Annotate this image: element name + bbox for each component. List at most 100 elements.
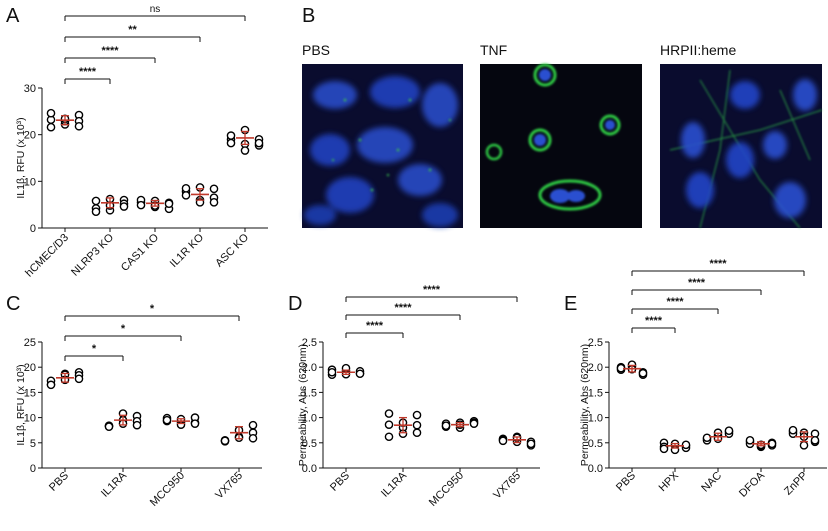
data-point	[190, 419, 200, 428]
data-point	[526, 439, 536, 449]
significance-label: *	[121, 323, 126, 335]
data-point	[209, 198, 219, 207]
y-tick-label: 0.0	[588, 463, 603, 475]
data-point	[638, 368, 648, 378]
data-point	[162, 415, 172, 425]
y-tick-label: 1.0	[302, 413, 317, 425]
data-point	[254, 138, 264, 148]
data-point	[240, 146, 250, 155]
x-tick-label: VX765	[213, 470, 245, 502]
significance-label: ns	[150, 4, 161, 15]
y-tick-label: 0	[30, 463, 36, 475]
x-tick-label: PBS	[328, 470, 352, 494]
data-point	[226, 138, 236, 148]
data-point	[799, 441, 809, 450]
y-tick-label: 2.0	[302, 362, 317, 374]
data-point	[412, 410, 422, 420]
panel-letter-a: A	[6, 5, 20, 27]
panel-letter-c: C	[6, 293, 20, 315]
significance-label: ****	[709, 258, 727, 270]
x-tick-label: ASC KO	[213, 231, 251, 269]
y-tick-label: 15	[24, 387, 36, 399]
x-tick-label: ZnPP	[782, 470, 810, 498]
data-point	[441, 421, 451, 430]
chart-panel-c: 0 5 10 15 20 25 IL1β, RFU (x 10³) PBS IL1RA MCC95…	[15, 303, 262, 509]
x-tick-label: MCC950	[427, 470, 466, 509]
data-point	[681, 440, 691, 450]
x-tick-label: VX765	[491, 470, 523, 502]
y-tick-label: 1.5	[588, 387, 603, 399]
x-tick-label: IL1R KO	[168, 231, 207, 270]
micrograph-hrpii-heme	[660, 64, 823, 229]
x-tick-label: IL1RA	[99, 469, 130, 500]
y-axis-label: Permeability, Abs (620nm)	[579, 344, 591, 466]
data-point	[46, 122, 56, 132]
data-point	[498, 436, 508, 446]
panel-letter-d: D	[288, 293, 302, 315]
data-point	[327, 367, 337, 377]
data-point	[74, 374, 84, 384]
significance-label: ****	[688, 277, 706, 289]
significance-label: ****	[366, 320, 384, 332]
x-tick-label: HPX	[657, 469, 682, 494]
micrograph-pbs	[302, 64, 463, 228]
data-point	[724, 426, 734, 436]
data-point	[91, 207, 101, 216]
y-tick-label: 2.5	[302, 337, 317, 349]
x-tick-label: PBS	[47, 470, 71, 494]
data-point	[248, 420, 258, 430]
data-point	[181, 184, 191, 193]
data-point	[136, 200, 146, 210]
y-tick-label: 5	[30, 438, 36, 450]
data-point	[248, 433, 258, 443]
micrograph-tnf	[480, 63, 642, 228]
y-tick-label: 20	[24, 362, 36, 374]
y-tick-label: 2.5	[588, 337, 603, 349]
y-tick-label: 0	[30, 223, 36, 235]
y-tick-label: 2.0	[588, 362, 603, 374]
y-tick-label: 25	[24, 337, 36, 349]
x-tick-label: NLRP3 KO	[69, 231, 116, 278]
x-tick-label: IL1RA	[379, 469, 410, 500]
data-point	[659, 444, 669, 454]
data-point	[384, 409, 394, 418]
data-point	[384, 420, 394, 429]
x-tick-label: NAC	[699, 470, 724, 495]
significance-label: ****	[666, 296, 684, 308]
data-point	[132, 420, 142, 430]
significance-label: **	[128, 24, 137, 36]
y-tick-label: 0.0	[302, 463, 317, 475]
significance-label: *	[92, 343, 97, 355]
significance-label: *	[150, 303, 155, 315]
panel-b-images: PBS TNF HRPII:heme	[302, 42, 823, 229]
image-label-hrpii-heme: HRPII:heme	[660, 42, 736, 58]
data-point	[412, 420, 422, 430]
significance-label: ****	[423, 284, 441, 296]
y-tick-label: 30	[24, 83, 36, 95]
data-point	[788, 425, 798, 435]
x-tick-label: MCC950	[148, 470, 187, 509]
data-point	[119, 202, 129, 211]
y-tick-label: 20	[24, 130, 36, 142]
x-tick-label: PBS	[614, 470, 638, 494]
data-point	[355, 369, 365, 379]
data-point	[46, 108, 56, 118]
data-point	[745, 435, 755, 445]
y-tick-label: 1.5	[302, 387, 317, 399]
y-tick-label: 10	[24, 176, 36, 188]
data-point	[104, 422, 114, 431]
data-point	[702, 433, 712, 443]
data-point	[164, 199, 174, 209]
y-tick-label: 0.5	[302, 438, 317, 450]
data-point	[181, 191, 191, 200]
image-label-tnf: TNF	[480, 42, 507, 58]
data-point	[209, 184, 219, 194]
significance-label: ****	[79, 66, 97, 78]
data-point	[226, 131, 236, 140]
y-tick-label: 10	[24, 413, 36, 425]
y-tick-label: 0.5	[588, 438, 603, 450]
data-point	[74, 121, 84, 131]
